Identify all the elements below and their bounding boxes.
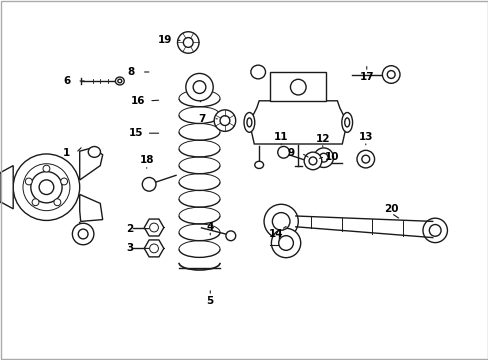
Circle shape — [72, 223, 94, 245]
Circle shape — [177, 32, 199, 53]
Circle shape — [25, 178, 32, 185]
Text: 20: 20 — [383, 204, 398, 214]
Circle shape — [313, 148, 333, 167]
Text: 3: 3 — [126, 243, 133, 253]
Circle shape — [277, 147, 289, 158]
Text: 2: 2 — [126, 224, 133, 234]
Text: 9: 9 — [287, 148, 294, 158]
Circle shape — [308, 157, 316, 165]
Circle shape — [23, 164, 70, 211]
Circle shape — [185, 73, 213, 101]
Text: 15: 15 — [128, 128, 143, 138]
Text: 16: 16 — [130, 96, 145, 106]
Circle shape — [149, 244, 158, 253]
Circle shape — [149, 223, 158, 232]
Text: 7: 7 — [198, 114, 205, 124]
Text: 8: 8 — [127, 67, 134, 77]
Circle shape — [428, 225, 440, 236]
Text: 13: 13 — [358, 132, 372, 142]
Polygon shape — [144, 240, 163, 257]
Circle shape — [356, 150, 374, 168]
Circle shape — [382, 66, 399, 83]
Circle shape — [142, 177, 156, 191]
Polygon shape — [80, 148, 102, 180]
Ellipse shape — [244, 112, 254, 132]
Text: 19: 19 — [158, 35, 172, 45]
Circle shape — [39, 180, 54, 194]
Text: 6: 6 — [64, 76, 71, 86]
Text: 4: 4 — [206, 222, 214, 232]
Ellipse shape — [246, 118, 251, 127]
Circle shape — [61, 178, 67, 185]
Circle shape — [78, 229, 88, 239]
Circle shape — [32, 199, 39, 206]
Polygon shape — [249, 101, 346, 144]
Polygon shape — [80, 194, 102, 221]
Circle shape — [225, 231, 235, 241]
Text: 5: 5 — [206, 296, 213, 306]
Circle shape — [43, 165, 50, 172]
Text: 10: 10 — [325, 152, 339, 162]
Circle shape — [422, 218, 447, 243]
Circle shape — [290, 79, 305, 95]
Circle shape — [54, 199, 61, 206]
Circle shape — [278, 236, 293, 250]
Text: 11: 11 — [273, 132, 288, 142]
Polygon shape — [0, 166, 13, 209]
Text: 1: 1 — [62, 148, 69, 158]
Circle shape — [31, 172, 62, 203]
Text: 12: 12 — [315, 134, 329, 144]
Text: 14: 14 — [268, 229, 283, 239]
Polygon shape — [144, 219, 163, 236]
Polygon shape — [270, 72, 325, 101]
Ellipse shape — [344, 118, 349, 127]
Circle shape — [264, 204, 298, 239]
Circle shape — [319, 153, 327, 162]
Text: 18: 18 — [139, 155, 154, 165]
Ellipse shape — [88, 147, 101, 157]
Text: 17: 17 — [359, 72, 373, 82]
Ellipse shape — [254, 161, 263, 168]
Circle shape — [193, 81, 205, 94]
Circle shape — [272, 213, 289, 230]
Circle shape — [220, 116, 229, 126]
Ellipse shape — [250, 65, 265, 79]
Ellipse shape — [341, 112, 352, 132]
Circle shape — [386, 71, 394, 78]
Circle shape — [361, 155, 369, 163]
Circle shape — [183, 37, 193, 48]
Ellipse shape — [118, 79, 122, 83]
Circle shape — [271, 228, 300, 258]
Circle shape — [304, 152, 321, 170]
Circle shape — [13, 154, 80, 220]
Circle shape — [214, 110, 235, 131]
Ellipse shape — [115, 77, 124, 85]
